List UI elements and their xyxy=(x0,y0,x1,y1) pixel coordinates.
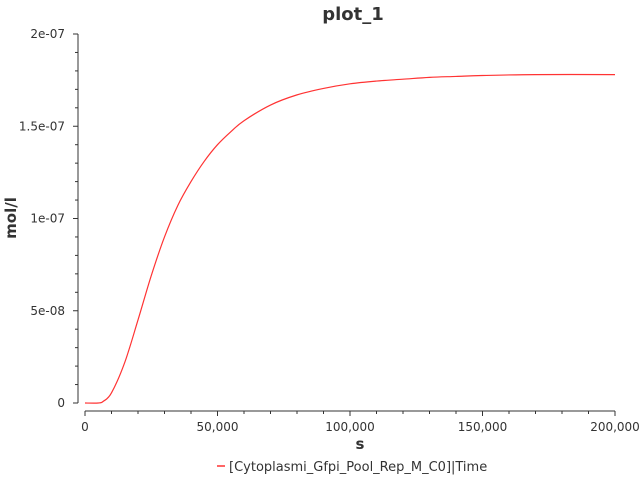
plot-area xyxy=(84,73,616,404)
x-tick-label: 200,000 xyxy=(590,420,640,434)
legend-label: [Cytoplasmi_Gfpi_Pool_Rep_M_C0]|Time xyxy=(229,460,487,475)
x-tick-label: 0 xyxy=(81,420,89,434)
x-axis-title: s xyxy=(356,435,365,453)
x-tick-label: 100,000 xyxy=(325,420,375,434)
series-line xyxy=(84,73,616,404)
axes: 0 5e-08 1e-07 1.5e-07 2e-07 0 50,000 100,000 150… xyxy=(19,27,640,434)
y-tick-label: 2e-07 xyxy=(30,27,65,41)
x-tick-label: 150,000 xyxy=(458,420,508,434)
legend[interactable]: [Cytoplasmi_Gfpi_Pool_Rep_M_C0]|Time xyxy=(217,460,487,475)
x-tick-label: 50,000 xyxy=(197,420,239,434)
y-tick-label: 5e-08 xyxy=(30,304,65,318)
y-tick-label: 1.5e-07 xyxy=(19,119,65,133)
chart-title: plot_1 xyxy=(322,4,384,25)
y-axis-title: mol/l xyxy=(2,197,20,239)
y-tick-label: 0 xyxy=(57,396,65,410)
y-tick-label: 1e-07 xyxy=(30,212,65,226)
